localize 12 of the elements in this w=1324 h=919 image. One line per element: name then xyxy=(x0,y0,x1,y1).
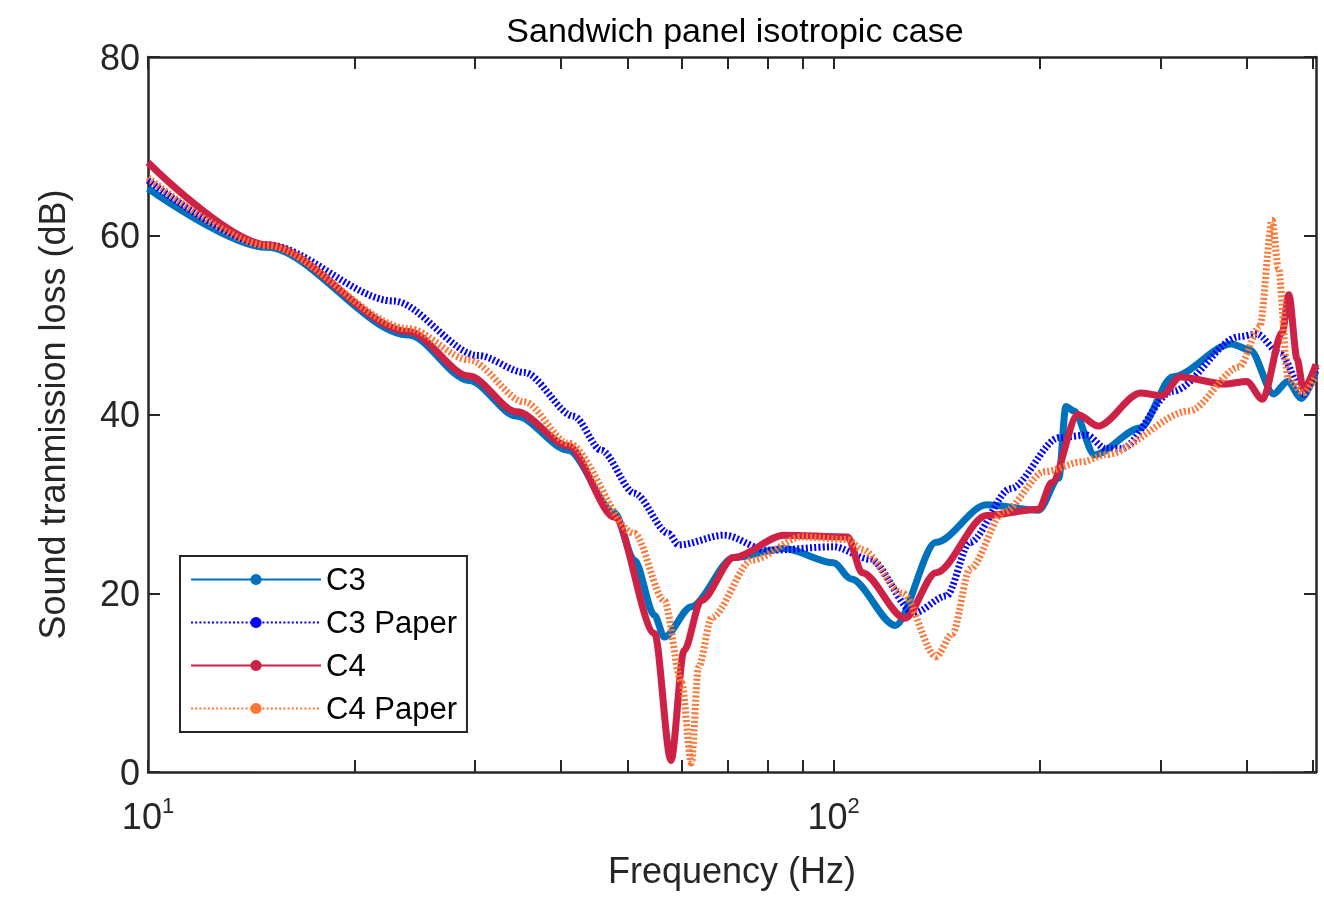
y-tick-label: 20 xyxy=(99,572,140,614)
chart-title: Sandwich panel isotropic case xyxy=(506,11,964,49)
y-tick-label: 0 xyxy=(119,751,140,793)
legend-label: C3 Paper xyxy=(326,605,457,640)
y-tick-label: 40 xyxy=(99,394,140,435)
y-tick-label: 80 xyxy=(99,36,140,78)
legend-label: C4 Paper xyxy=(326,691,457,726)
x-axis-title: Frequency (Hz) xyxy=(607,849,857,891)
legend-label: C3 xyxy=(326,562,366,597)
legend-label: C4 xyxy=(326,648,366,683)
y-axis-title: Sound tranmission loss (dB) xyxy=(31,189,73,640)
y-tick-label: 60 xyxy=(99,215,140,257)
